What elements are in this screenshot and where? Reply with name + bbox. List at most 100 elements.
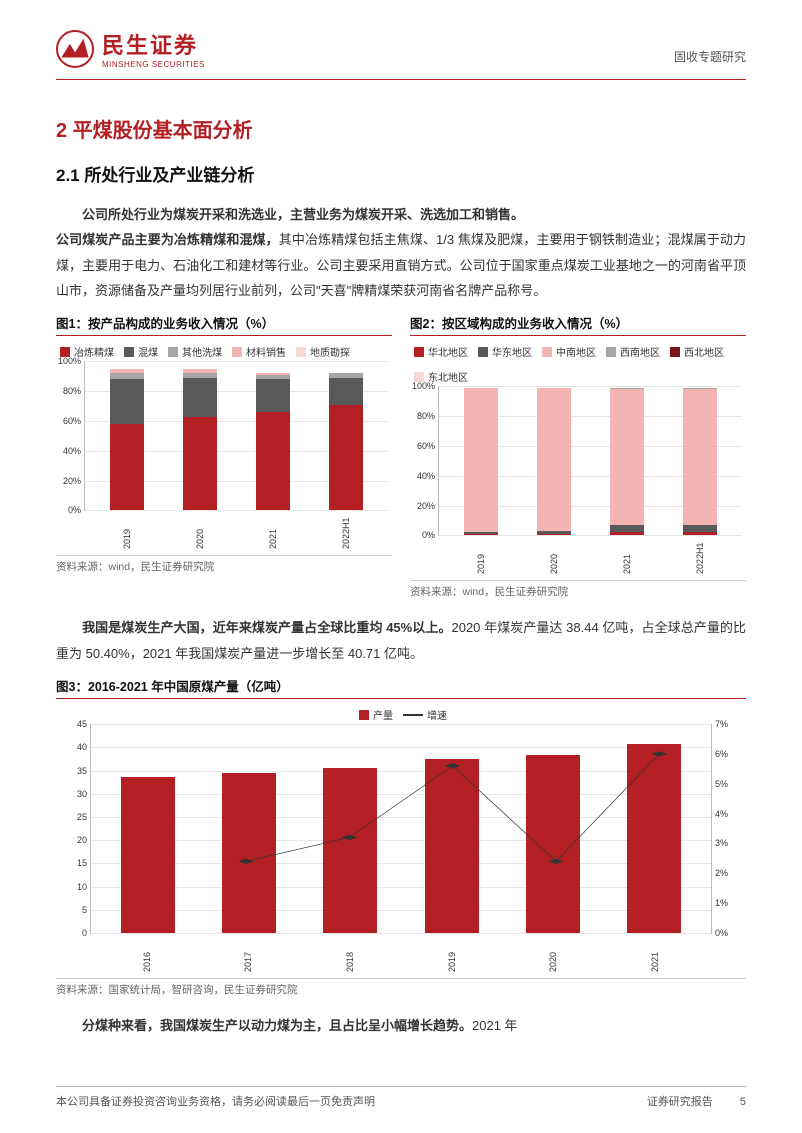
para1-bold: 公司所处行业为煤炭开采和洗选业，主营业务为煤炭开采、洗选加工和销售。 (82, 207, 524, 222)
page-footer: 本公司具备证券投资咨询业务资格，请务必阅读最后一页免责声明 证券研究报告 5 (0, 1086, 802, 1109)
legend-swatch (168, 347, 178, 357)
bar-segment (323, 768, 377, 933)
legend-label: 西南地区 (620, 344, 660, 359)
legend-item: 华东地区 (478, 344, 532, 359)
legend-label: 其他洗煤 (182, 344, 222, 359)
y-left-tick-label: 40 (77, 742, 91, 752)
y-right-tick-label: 4% (711, 809, 728, 819)
bar-segment (610, 389, 644, 525)
chart-2-xlabels: 2019202020212022H1 (438, 536, 742, 574)
bar (425, 759, 479, 933)
bar-segment (222, 773, 276, 933)
bar-segment (537, 388, 571, 531)
y-left-tick-label: 45 (77, 719, 91, 729)
x-tick-label: 2021 (650, 938, 660, 972)
para3-rest: 2021 年 (472, 1018, 518, 1033)
bar-segment (110, 424, 144, 510)
bar (121, 777, 175, 933)
y-tick-label: 60% (417, 441, 439, 451)
y-left-tick-label: 20 (77, 835, 91, 845)
legend-label: 华东地区 (492, 344, 532, 359)
legend-swatch (478, 347, 488, 357)
para3-bold: 分煤种来看，我国煤炭生产以动力煤为主，且占比呈小幅增长趋势。 (82, 1018, 472, 1033)
bar (627, 744, 681, 933)
bar-stack (464, 388, 498, 536)
brand-name-en: MINSHENG SECURITIES (102, 60, 205, 69)
y-tick-label: 40% (417, 471, 439, 481)
legend-swatch (232, 347, 242, 357)
legend-item: 地质勘探 (296, 344, 350, 359)
chart-3-source: 资料来源：国家统计局，智研咨询，民生证券研究院 (56, 978, 746, 997)
bar-segment (683, 525, 717, 532)
y-left-tick-label: 5 (82, 905, 91, 915)
bar-segment (683, 389, 717, 525)
legend-label: 西北地区 (684, 344, 724, 359)
chart-1-bars (85, 361, 388, 510)
y-right-tick-label: 5% (711, 779, 728, 789)
bar-segment (610, 525, 644, 532)
y-left-tick-label: 30 (77, 789, 91, 799)
x-tick-label: 2017 (243, 938, 253, 972)
chart-1-source: 资料来源：wind，民生证券研究院 (56, 555, 392, 574)
section-heading: 2 平煤股份基本面分析 (56, 114, 746, 143)
y-tick-label: 20% (417, 501, 439, 511)
doc-category: 固收专题研究 (674, 48, 746, 69)
chart-3-axes: 0510152025303540450%1%2%3%4%5%6%7% (90, 724, 712, 934)
bar (323, 768, 377, 933)
legend-item: 西南地区 (606, 344, 660, 359)
x-tick-label: 2022H1 (695, 540, 705, 574)
y-left-tick-label: 10 (77, 882, 91, 892)
bar-stack (329, 373, 363, 510)
legend-item: 混煤 (124, 344, 158, 359)
gridline (439, 535, 742, 536)
bar-segment (627, 744, 681, 933)
chart-1-axes: 0%20%40%60%80%100% (84, 361, 388, 511)
x-tick-label: 2019 (476, 540, 486, 574)
bar-segment (110, 379, 144, 424)
chart-3-title: 图3：2016-2021 年中国原煤产量（亿吨） (56, 676, 746, 699)
bar-segment (526, 755, 580, 933)
chart-1-legend: 冶炼精煤混煤其他洗煤材料销售地质勘探 (56, 340, 392, 361)
logo-icon (56, 30, 94, 68)
legend-label: 材料销售 (246, 344, 286, 359)
legend-label: 增速 (427, 707, 447, 722)
legend-item: 增速 (403, 707, 447, 722)
y-tick-label: 0% (68, 505, 85, 515)
bar (526, 755, 580, 933)
bar-segment (425, 759, 479, 933)
legend-item: 西北地区 (670, 344, 724, 359)
para1-bold2: 公司煤炭产品主要为冶炼精煤和混煤， (56, 232, 279, 247)
y-tick-label: 60% (63, 416, 85, 426)
y-tick-label: 100% (58, 356, 85, 366)
legend-swatch (296, 347, 306, 357)
chart-1-title: 图1：按产品构成的业务收入情况（%） (56, 313, 392, 336)
x-tick-label: 2019 (122, 515, 132, 549)
chart-2-axes: 0%20%40%60%80%100% (438, 386, 742, 536)
legend-swatch (359, 710, 369, 720)
x-tick-label: 2022H1 (341, 515, 351, 549)
bar-segment (464, 534, 498, 535)
bar-stack (183, 369, 217, 511)
legend-label: 产量 (373, 707, 393, 722)
gridline (85, 510, 388, 511)
legend-swatch (606, 347, 616, 357)
bar-segment (610, 532, 644, 535)
legend-item: 材料销售 (232, 344, 286, 359)
x-tick-label: 2016 (142, 938, 152, 972)
chart-2-bars (439, 386, 742, 535)
y-tick-label: 40% (63, 446, 85, 456)
legend-swatch (542, 347, 552, 357)
x-tick-label: 2021 (268, 515, 278, 549)
legend-label: 华北地区 (428, 344, 468, 359)
bar-stack (256, 373, 290, 510)
bar-segment (183, 378, 217, 417)
y-left-tick-label: 35 (77, 766, 91, 776)
legend-label: 中南地区 (556, 344, 596, 359)
y-right-tick-label: 0% (711, 928, 728, 938)
bar-segment (256, 412, 290, 510)
legend-label: 混煤 (138, 344, 158, 359)
footer-doc-type: 证券研究报告 (647, 1096, 713, 1108)
charts-row-1: 图1：按产品构成的业务收入情况（%） 冶炼精煤混煤其他洗煤材料销售地质勘探 0%… (56, 313, 746, 599)
y-right-tick-label: 6% (711, 749, 728, 759)
y-left-tick-label: 15 (77, 858, 91, 868)
